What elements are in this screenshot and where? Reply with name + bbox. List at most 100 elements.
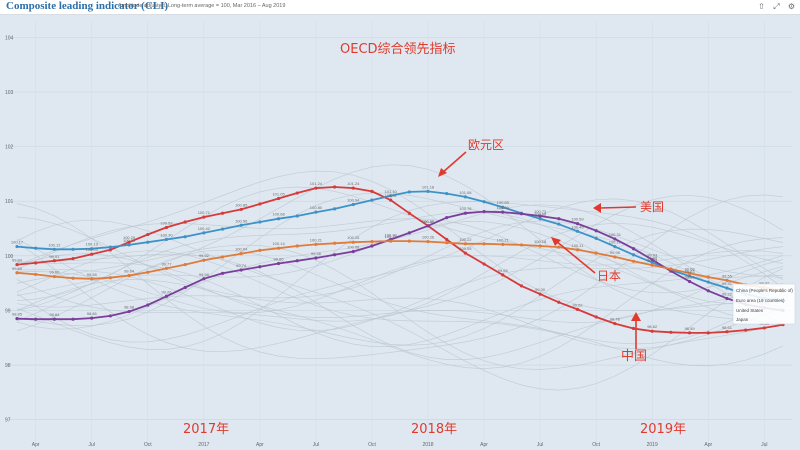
data-point[interactable] bbox=[295, 191, 299, 195]
data-point[interactable] bbox=[108, 245, 113, 249]
data-point[interactable] bbox=[725, 286, 729, 290]
data-point[interactable] bbox=[613, 244, 617, 249]
data-point[interactable] bbox=[351, 202, 355, 207]
data-point[interactable] bbox=[258, 202, 262, 206]
data-point[interactable] bbox=[725, 330, 729, 334]
data-point[interactable] bbox=[482, 242, 486, 246]
data-point[interactable] bbox=[183, 235, 187, 239]
data-point[interactable] bbox=[687, 274, 692, 278]
data-point[interactable] bbox=[631, 326, 636, 331]
data-point[interactable] bbox=[276, 196, 281, 201]
data-point[interactable] bbox=[389, 194, 393, 198]
data-point[interactable] bbox=[351, 240, 355, 244]
data-point[interactable] bbox=[706, 331, 710, 335]
data-point[interactable] bbox=[164, 294, 169, 298]
data-point[interactable] bbox=[463, 211, 467, 215]
data-point[interactable] bbox=[706, 280, 710, 284]
data-point[interactable] bbox=[276, 246, 281, 250]
data-point[interactable] bbox=[613, 255, 617, 259]
data-point[interactable] bbox=[220, 211, 225, 215]
data-point[interactable] bbox=[445, 216, 449, 220]
data-point[interactable] bbox=[370, 198, 374, 202]
data-point[interactable] bbox=[575, 307, 580, 311]
data-point[interactable] bbox=[34, 246, 38, 250]
share-icon[interactable]: ⇧ bbox=[758, 2, 765, 11]
data-point[interactable] bbox=[15, 317, 19, 321]
data-point[interactable] bbox=[501, 205, 505, 209]
data-point[interactable] bbox=[557, 300, 561, 304]
data-point[interactable] bbox=[258, 265, 262, 269]
data-point[interactable] bbox=[538, 217, 542, 221]
data-point[interactable] bbox=[15, 262, 19, 267]
data-point[interactable] bbox=[34, 272, 38, 277]
data-point[interactable] bbox=[127, 309, 131, 314]
data-point[interactable] bbox=[239, 268, 243, 272]
data-point[interactable] bbox=[127, 273, 131, 278]
data-point[interactable] bbox=[314, 256, 318, 260]
data-point[interactable] bbox=[594, 229, 598, 233]
data-point[interactable] bbox=[594, 251, 598, 255]
data-point[interactable] bbox=[557, 245, 561, 249]
data-point[interactable] bbox=[164, 225, 169, 230]
data-point[interactable] bbox=[370, 189, 374, 193]
data-point[interactable] bbox=[202, 277, 206, 281]
data-point[interactable] bbox=[501, 273, 505, 277]
data-point[interactable] bbox=[333, 241, 337, 245]
data-point[interactable] bbox=[202, 258, 206, 262]
data-point[interactable] bbox=[631, 253, 636, 257]
data-point[interactable] bbox=[90, 277, 94, 281]
data-point[interactable] bbox=[575, 222, 580, 226]
data-point[interactable] bbox=[687, 271, 692, 275]
data-point[interactable] bbox=[333, 207, 337, 211]
data-point[interactable] bbox=[71, 256, 75, 261]
data-point[interactable] bbox=[71, 317, 75, 321]
data-point[interactable] bbox=[351, 186, 355, 190]
data-point[interactable] bbox=[519, 212, 524, 216]
data-point[interactable] bbox=[706, 289, 710, 293]
data-point[interactable] bbox=[90, 252, 94, 256]
data-point[interactable] bbox=[650, 258, 654, 262]
data-point[interactable] bbox=[650, 260, 654, 264]
data-point[interactable] bbox=[333, 253, 337, 257]
data-point[interactable] bbox=[127, 243, 131, 247]
data-point[interactable] bbox=[258, 220, 262, 224]
data-point[interactable] bbox=[90, 316, 94, 320]
data-point[interactable] bbox=[314, 242, 318, 246]
data-point[interactable] bbox=[669, 330, 673, 334]
data-point[interactable] bbox=[314, 186, 318, 190]
data-point[interactable] bbox=[594, 315, 598, 319]
data-point[interactable] bbox=[146, 240, 150, 244]
data-point[interactable] bbox=[463, 242, 467, 246]
data-point[interactable] bbox=[575, 248, 580, 252]
data-point[interactable] bbox=[220, 255, 225, 259]
data-point[interactable] bbox=[146, 232, 150, 237]
data-point[interactable] bbox=[557, 222, 561, 226]
data-point[interactable] bbox=[370, 240, 374, 244]
data-point[interactable] bbox=[295, 259, 299, 263]
data-point[interactable] bbox=[407, 239, 411, 243]
data-point[interactable] bbox=[15, 271, 19, 275]
data-point[interactable] bbox=[725, 296, 729, 301]
data-point[interactable] bbox=[333, 185, 337, 189]
data-point[interactable] bbox=[239, 252, 243, 256]
data-point[interactable] bbox=[389, 198, 393, 202]
data-point[interactable] bbox=[407, 190, 411, 194]
data-point[interactable] bbox=[239, 207, 243, 212]
data-point[interactable] bbox=[183, 285, 187, 290]
data-point[interactable] bbox=[463, 195, 467, 199]
data-point[interactable] bbox=[445, 237, 449, 242]
data-point[interactable] bbox=[146, 270, 150, 274]
data-point[interactable] bbox=[650, 263, 654, 267]
data-point[interactable] bbox=[34, 261, 38, 265]
data-point[interactable] bbox=[52, 259, 56, 263]
settings-gear-icon[interactable]: ⚙ bbox=[787, 2, 796, 11]
data-point[interactable] bbox=[71, 247, 75, 251]
data-point[interactable] bbox=[164, 237, 169, 242]
data-point[interactable] bbox=[258, 248, 262, 252]
data-point[interactable] bbox=[538, 244, 542, 248]
data-point[interactable] bbox=[463, 251, 467, 255]
data-point[interactable] bbox=[90, 247, 94, 251]
data-point[interactable] bbox=[389, 239, 393, 243]
data-point[interactable] bbox=[146, 303, 150, 307]
data-point[interactable] bbox=[519, 243, 524, 247]
